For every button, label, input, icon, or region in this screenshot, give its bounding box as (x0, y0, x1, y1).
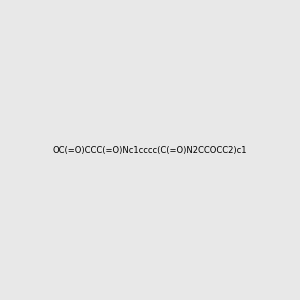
Text: OC(=O)CCC(=O)Nc1cccc(C(=O)N2CCOCC2)c1: OC(=O)CCC(=O)Nc1cccc(C(=O)N2CCOCC2)c1 (53, 146, 247, 154)
